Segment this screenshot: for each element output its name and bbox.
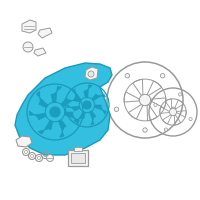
Polygon shape [29, 111, 46, 120]
Polygon shape [92, 94, 106, 101]
Circle shape [23, 42, 33, 52]
Polygon shape [15, 63, 112, 155]
FancyBboxPatch shape [71, 153, 85, 163]
FancyBboxPatch shape [68, 150, 88, 166]
Polygon shape [34, 48, 46, 56]
Polygon shape [64, 112, 79, 124]
Circle shape [169, 108, 177, 116]
Polygon shape [61, 98, 79, 107]
Circle shape [83, 101, 91, 109]
Circle shape [139, 94, 151, 106]
Polygon shape [51, 86, 62, 102]
Polygon shape [72, 89, 81, 102]
Polygon shape [90, 111, 96, 125]
Circle shape [88, 71, 94, 77]
Polygon shape [38, 28, 52, 38]
Circle shape [154, 103, 157, 106]
Polygon shape [67, 104, 80, 111]
Circle shape [160, 74, 165, 78]
FancyBboxPatch shape [74, 147, 82, 151]
Polygon shape [36, 91, 48, 108]
Circle shape [171, 107, 176, 111]
Polygon shape [84, 85, 92, 97]
Circle shape [125, 74, 130, 78]
Polygon shape [22, 20, 36, 33]
Circle shape [46, 154, 54, 162]
Polygon shape [74, 112, 85, 122]
Polygon shape [58, 120, 66, 137]
Circle shape [50, 107, 60, 117]
Circle shape [114, 107, 119, 111]
Circle shape [189, 118, 192, 121]
Polygon shape [85, 67, 98, 80]
Circle shape [179, 93, 182, 96]
Polygon shape [94, 105, 106, 115]
Circle shape [143, 128, 147, 132]
Polygon shape [16, 136, 32, 147]
Polygon shape [38, 120, 53, 134]
Circle shape [164, 128, 167, 131]
